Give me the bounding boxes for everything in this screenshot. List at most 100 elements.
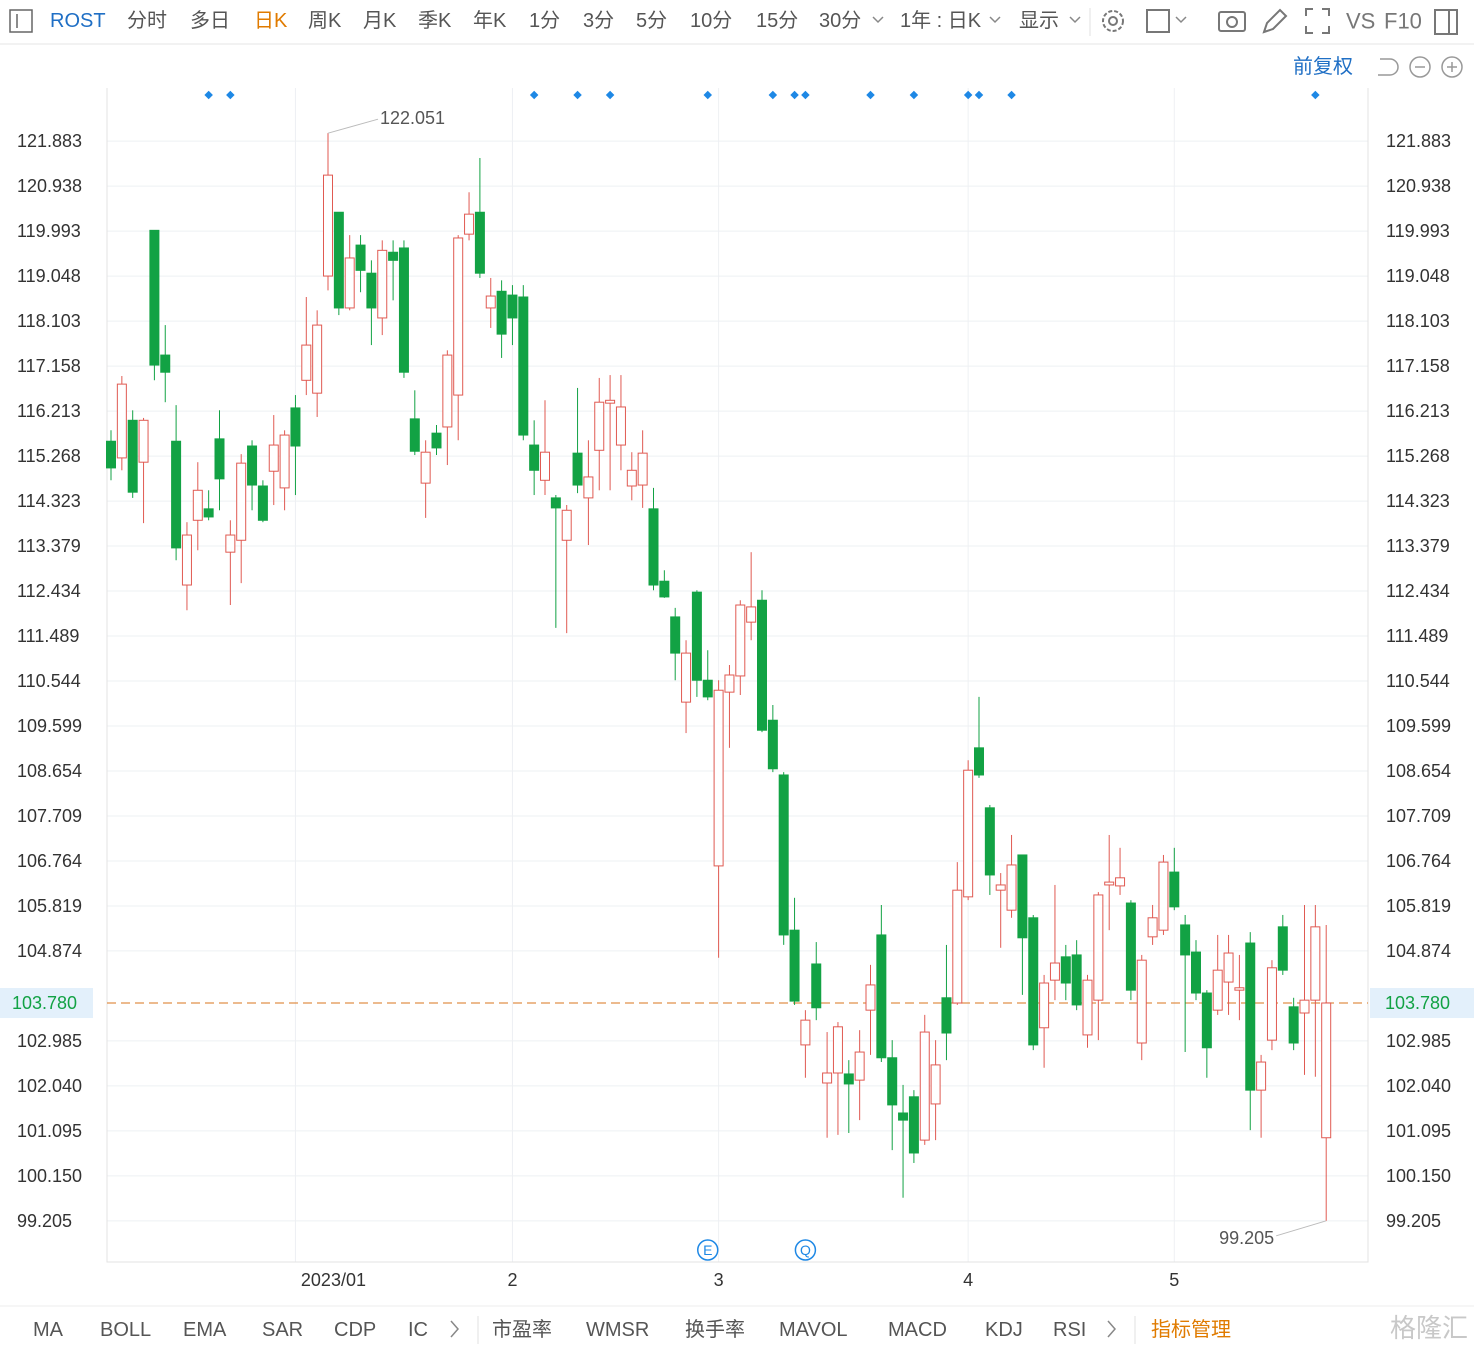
period-tab[interactable]: 30分 xyxy=(819,9,861,32)
min-label: 99.205 xyxy=(1219,1228,1274,1248)
adjust-toggle[interactable]: 前复权 xyxy=(1293,55,1353,78)
zoom-in[interactable] xyxy=(1441,56,1463,78)
more-arrow[interactable] xyxy=(450,1320,459,1338)
candle-body xyxy=(1191,951,1201,994)
chevron xyxy=(1175,16,1187,24)
candle-body xyxy=(290,407,301,447)
period-tab[interactable]: 周K xyxy=(308,10,342,32)
candle-body xyxy=(1158,861,1169,931)
candle-body xyxy=(767,719,778,770)
y2-tick-label: 109.599 xyxy=(1386,716,1451,736)
plot-frame xyxy=(106,88,1369,1263)
candle-body xyxy=(974,747,984,776)
period-tab[interactable]: 季K xyxy=(418,9,452,32)
event-marker[interactable] xyxy=(909,90,919,100)
event-marker[interactable] xyxy=(963,90,973,100)
candle-body xyxy=(1082,979,1093,1036)
event-badge[interactable] xyxy=(697,1239,719,1261)
y-tick-label: 107.709 xyxy=(17,806,82,826)
y-tick-label: 114.323 xyxy=(17,491,81,511)
event-marker[interactable] xyxy=(1311,90,1320,100)
candle-body xyxy=(377,249,388,319)
settings-icon[interactable] xyxy=(1102,10,1124,32)
candle-body xyxy=(876,934,887,1059)
indicator-tab[interactable]: WMSR xyxy=(586,1319,649,1341)
period-tab[interactable]: 5分 xyxy=(636,9,667,32)
period-tab[interactable]: 分时 xyxy=(127,9,167,32)
candle-body xyxy=(789,929,800,1002)
indicator-tab[interactable]: BOLL xyxy=(100,1319,151,1341)
indicator-tab[interactable]: MA xyxy=(33,1319,64,1341)
event-marker[interactable] xyxy=(204,90,213,100)
vs-button[interactable]: VS xyxy=(1346,9,1375,34)
range-select[interactable]: 1年 : 日K xyxy=(900,9,982,32)
symbol[interactable]: ROST xyxy=(50,10,106,32)
candle-body xyxy=(453,237,464,396)
indicator-tab[interactable]: KDJ xyxy=(985,1319,1023,1341)
event-marker[interactable] xyxy=(529,90,539,100)
draw-icon[interactable] xyxy=(1262,8,1288,34)
period-tab[interactable]: 日K xyxy=(254,10,288,32)
event-marker[interactable] xyxy=(768,90,778,100)
period-tab[interactable]: 15分 xyxy=(756,9,798,32)
indicator-tab[interactable]: IC xyxy=(408,1319,428,1341)
candle-body xyxy=(323,174,333,277)
sidebar-icon[interactable] xyxy=(9,9,33,33)
candle-body xyxy=(1125,902,1136,991)
indicator-tab[interactable]: 换手率 xyxy=(685,1318,745,1341)
event-marker[interactable] xyxy=(573,90,582,100)
indicator-tab[interactable]: 市盈率 xyxy=(492,1318,552,1341)
more-arrow[interactable] xyxy=(1107,1320,1116,1338)
period-tab[interactable]: 1分 xyxy=(529,9,560,32)
candle-body xyxy=(1060,956,1071,984)
period-tab[interactable]: 3分 xyxy=(583,9,614,32)
indicator-tab[interactable]: MACD xyxy=(888,1319,947,1341)
candle-body xyxy=(1180,924,1191,956)
y2-tick-label: 110.544 xyxy=(1386,671,1450,691)
indicator-tab[interactable]: SAR xyxy=(262,1319,303,1341)
event-marker[interactable] xyxy=(866,90,875,100)
candle-body xyxy=(1223,952,1234,983)
candle-body xyxy=(898,1112,909,1121)
x-tick-label: 4 xyxy=(963,1270,973,1290)
fullscreen-icon[interactable] xyxy=(1305,8,1330,34)
candle-body xyxy=(192,489,203,521)
reset-icon[interactable] xyxy=(1378,58,1399,76)
event-badge[interactable] xyxy=(794,1239,817,1261)
event-marker[interactable] xyxy=(605,90,615,100)
y-tick-label: 109.599 xyxy=(17,716,82,736)
f10-button[interactable]: F10 xyxy=(1384,9,1422,34)
event-marker[interactable] xyxy=(801,90,810,100)
event-marker[interactable] xyxy=(790,90,799,100)
y2-tick-label: 116.213 xyxy=(1386,401,1450,421)
y-tick-label: 104.874 xyxy=(17,941,82,961)
camera-icon[interactable] xyxy=(1218,11,1246,32)
layout-icon[interactable] xyxy=(1146,9,1170,33)
panel-icon[interactable] xyxy=(1434,9,1458,35)
y-tick-label: 112.434 xyxy=(17,581,81,601)
y-tick-label: 118.103 xyxy=(17,311,81,331)
zoom-out[interactable] xyxy=(1409,56,1431,78)
indicator-tab[interactable]: RSI xyxy=(1053,1319,1086,1341)
period-tab[interactable]: 10分 xyxy=(690,9,732,32)
event-marker[interactable] xyxy=(703,90,712,100)
display-menu[interactable]: 显示 xyxy=(1019,10,1059,32)
candle-body xyxy=(919,1031,930,1141)
indicator-manage[interactable]: 指标管理 xyxy=(1151,1318,1231,1341)
period-tab[interactable]: 年K xyxy=(473,9,507,32)
candle-body xyxy=(995,884,1006,891)
indicator-tab[interactable]: CDP xyxy=(334,1319,376,1341)
period-tab[interactable]: 多日 xyxy=(190,9,230,32)
period-tab[interactable]: 月K xyxy=(363,10,397,32)
indicator-tab[interactable]: EMA xyxy=(183,1319,227,1341)
y2-tick-label: 104.874 xyxy=(1386,941,1451,961)
y-tick-label: 115.268 xyxy=(17,446,81,466)
indicator-tab[interactable]: MAVOL xyxy=(779,1319,848,1341)
event-marker[interactable] xyxy=(974,90,984,100)
event-marker[interactable] xyxy=(1007,90,1016,100)
candle-body xyxy=(778,774,789,936)
event-marker[interactable] xyxy=(226,90,235,100)
y2-tick-label: 100.150 xyxy=(1386,1166,1451,1186)
candle-body xyxy=(713,689,724,867)
y-tick-label: 119.993 xyxy=(17,221,81,241)
